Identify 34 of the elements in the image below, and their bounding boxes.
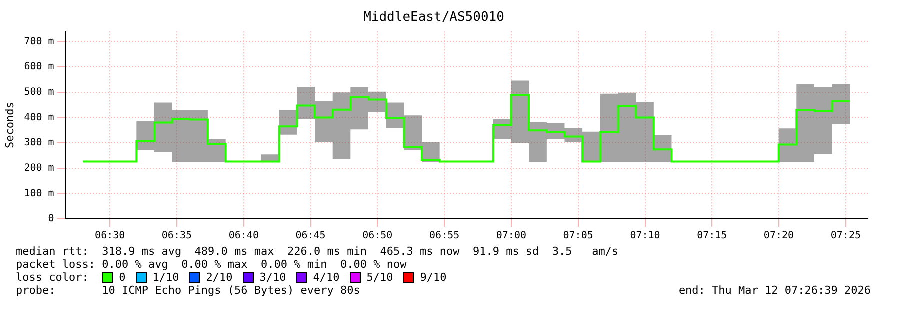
legend-label: 5/10 bbox=[366, 271, 394, 284]
text: probe: 10 ICMP Echo Pings (56 Bytes) every 80s bbox=[16, 284, 360, 297]
y-tick-label: 0 bbox=[48, 214, 54, 225]
x-tick-label: 07:05 bbox=[563, 230, 594, 242]
x-tick-label: 07:10 bbox=[630, 230, 660, 242]
x-tick-label: 06:50 bbox=[362, 230, 393, 242]
legend-label: 2/10 bbox=[206, 271, 233, 284]
x-tick-label: 07:25 bbox=[830, 230, 861, 242]
text: end: Thu Mar 12 07:26:39 2026 bbox=[678, 284, 871, 297]
legend-label: 1/10 bbox=[152, 271, 180, 284]
x-tick-label: 07:15 bbox=[697, 230, 728, 242]
x-tick-label: 07:00 bbox=[496, 230, 526, 242]
x-tick-label: 06:40 bbox=[228, 230, 259, 242]
legend-title: loss color: bbox=[16, 271, 90, 284]
text: median rtt: 318.9 ms avg 489.0 ms max 226.0 ms min 465.3 ms now 91.9 ms sd 3.5 am/s bbox=[16, 245, 620, 258]
y-tick-label: 200 m bbox=[24, 162, 54, 174]
y-tick-label: 600 m bbox=[24, 62, 54, 73]
y-tick-label: 700 m bbox=[24, 36, 54, 48]
x-tick-label: 06:35 bbox=[162, 230, 192, 242]
x-tick-label: 06:45 bbox=[296, 230, 326, 242]
y-tick-label: 300 m bbox=[24, 138, 54, 149]
chart-title: MiddleEast/AS50010 bbox=[364, 10, 504, 26]
x-tick-label: 07:20 bbox=[764, 230, 794, 242]
legend-label: 4/10 bbox=[313, 271, 340, 284]
y-axis-title: Seconds bbox=[3, 102, 16, 148]
legend-label: 0 bbox=[119, 271, 126, 284]
x-tick-label: 06:30 bbox=[95, 230, 126, 242]
y-tick-label: 500 m bbox=[24, 86, 54, 98]
legend-label: 9/10 bbox=[420, 271, 447, 284]
y-tick-label: 400 m bbox=[24, 112, 54, 124]
legend-label: 3/10 bbox=[260, 271, 286, 284]
y-tick-label: 100 m bbox=[24, 188, 54, 200]
x-tick-label: 06:55 bbox=[430, 230, 460, 242]
text: packet loss: 0.00 % avg 0.00 % max 0.00 % min 0.00 % now bbox=[16, 258, 408, 271]
